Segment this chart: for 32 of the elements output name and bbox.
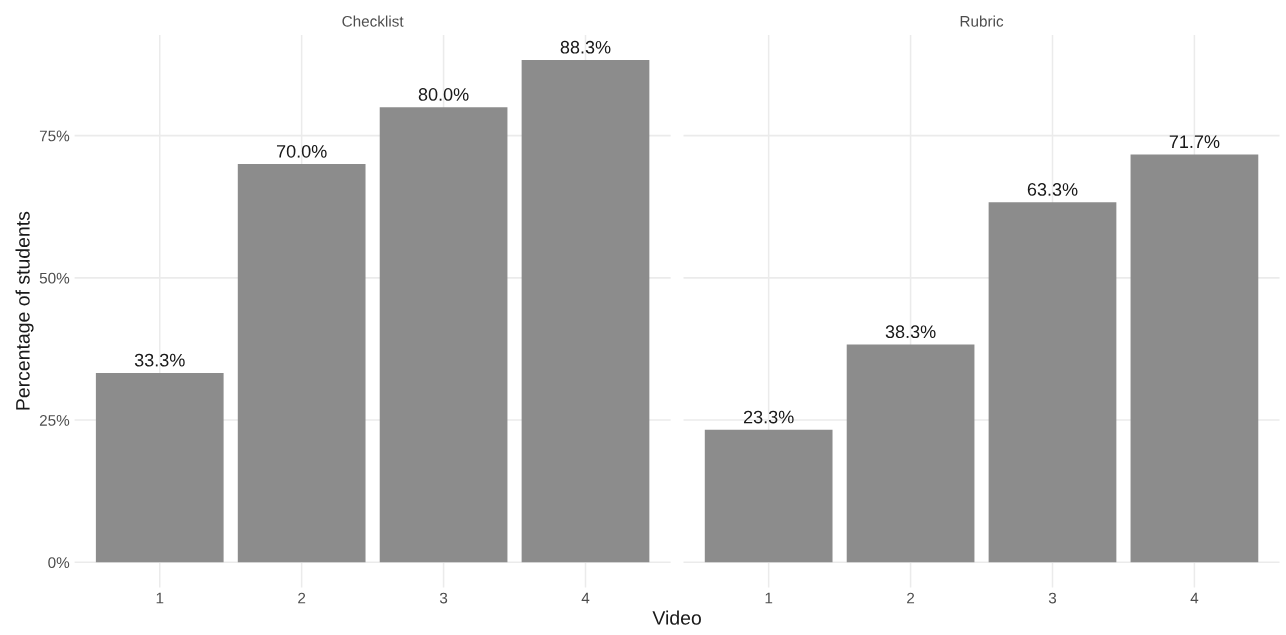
data-label: 23.3% [743, 410, 794, 424]
data-label: 80.0% [418, 88, 469, 101]
bar [704, 429, 833, 563]
data-label: 70.0% [276, 144, 327, 158]
bar [379, 107, 508, 563]
data-label: 88.3% [560, 40, 611, 54]
x-tick-label: 1 [765, 592, 773, 604]
bar [237, 164, 366, 563]
y-tick-label: 50% [39, 272, 70, 284]
x-tick-label: 3 [439, 592, 448, 604]
x-tick-label: 4 [1190, 592, 1199, 604]
data-label: 71.7% [1169, 135, 1220, 148]
chart-title: Checklist [342, 15, 404, 27]
x-axis-title: Video [652, 610, 701, 625]
data-label: 33.3% [134, 353, 185, 367]
bar [988, 202, 1117, 563]
chart-title: Rubric [960, 15, 1004, 27]
y-tick-label: 75% [39, 130, 70, 142]
bar [521, 59, 650, 563]
bar [95, 372, 224, 563]
x-tick-label: 1 [156, 592, 164, 604]
x-tick-label: 4 [581, 592, 590, 604]
x-tick-label: 3 [1048, 592, 1057, 604]
y-axis-title: Percentage of students [15, 211, 34, 410]
y-tick-label: 0% [48, 557, 70, 569]
y-tick-label: 25% [39, 414, 70, 426]
x-tick-label: 2 [298, 592, 306, 604]
x-tick-label: 2 [907, 592, 915, 604]
bar [1130, 154, 1259, 563]
data-label: 63.3% [1027, 183, 1078, 196]
data-label: 38.3% [885, 325, 936, 339]
bar [846, 344, 975, 563]
